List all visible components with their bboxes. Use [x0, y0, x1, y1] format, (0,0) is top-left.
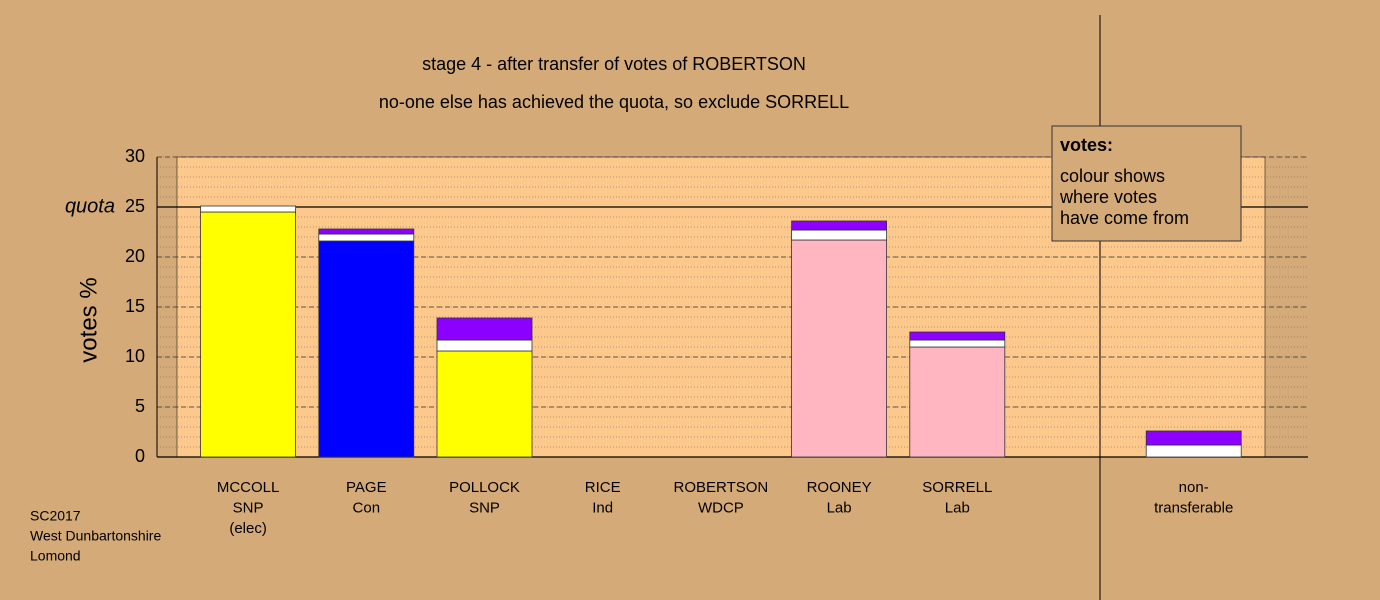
y-tick-label: 5	[135, 396, 145, 416]
legend-text: colour shows	[1060, 166, 1165, 186]
bar-segment	[1145, 444, 1242, 458]
bar-segment	[318, 228, 415, 235]
chart-subtitle: no-one else has achieved the quota, so e…	[379, 92, 849, 112]
bar-segment	[318, 233, 415, 242]
x-tick-label: ROBERTSON	[674, 479, 769, 496]
bar-segment	[791, 229, 887, 241]
legend-box	[1051, 125, 1242, 242]
bar-segment	[909, 331, 1006, 341]
y-tick-label: 0	[135, 446, 145, 466]
x-tick-label: SORRELL	[922, 479, 992, 496]
bar-segment	[436, 350, 533, 458]
x-tick-label: WDCP	[698, 499, 744, 516]
x-tick-label: (elec)	[229, 520, 267, 537]
x-tick-label: non-	[1179, 479, 1209, 496]
x-tick-label: transferable	[1154, 499, 1233, 516]
x-tick-label: ROONEY	[807, 479, 872, 496]
chart-title: stage 4 - after transfer of votes of ROB…	[422, 54, 806, 74]
y-tick-label: 20	[125, 246, 145, 266]
x-tick-label: PAGE	[346, 479, 387, 496]
x-tick-label: Ind	[592, 499, 613, 516]
footnote: West Dunbartonshire	[30, 528, 161, 544]
bar-segment	[200, 205, 297, 213]
legend-text: where votes	[1059, 187, 1157, 207]
x-tick-label: SNP	[469, 499, 500, 516]
x-tick-label: RICE	[585, 479, 621, 496]
x-tick-label: MCCOLL	[217, 479, 280, 496]
x-tick-label: POLLOCK	[449, 479, 520, 496]
bar-segment	[909, 346, 1006, 458]
bar-segment	[791, 239, 887, 458]
y-tick-label: 25	[125, 196, 145, 216]
x-tick-label: SNP	[233, 499, 264, 516]
bar-segment	[200, 211, 297, 458]
bar-segment	[436, 339, 533, 352]
bar-segment	[909, 339, 1006, 348]
x-tick-label: Lab	[945, 499, 970, 516]
footnote: SC2017	[30, 508, 81, 524]
y-tick-label: 30	[125, 146, 145, 166]
y-tick-label: 10	[125, 346, 145, 366]
legend-text: have come from	[1060, 208, 1189, 228]
x-tick-label: Lab	[827, 499, 852, 516]
bar-segment	[318, 240, 415, 458]
legend-title: votes:	[1060, 135, 1113, 155]
footnote: Lomond	[30, 548, 81, 564]
y-axis-label: votes %	[75, 277, 102, 362]
x-tick-label: Con	[353, 499, 381, 516]
y-tick-label: 15	[125, 296, 145, 316]
quota-label: quota	[65, 195, 115, 217]
bar-segment	[436, 317, 533, 341]
bar-segment	[1145, 430, 1242, 446]
bar-segment	[791, 220, 887, 231]
